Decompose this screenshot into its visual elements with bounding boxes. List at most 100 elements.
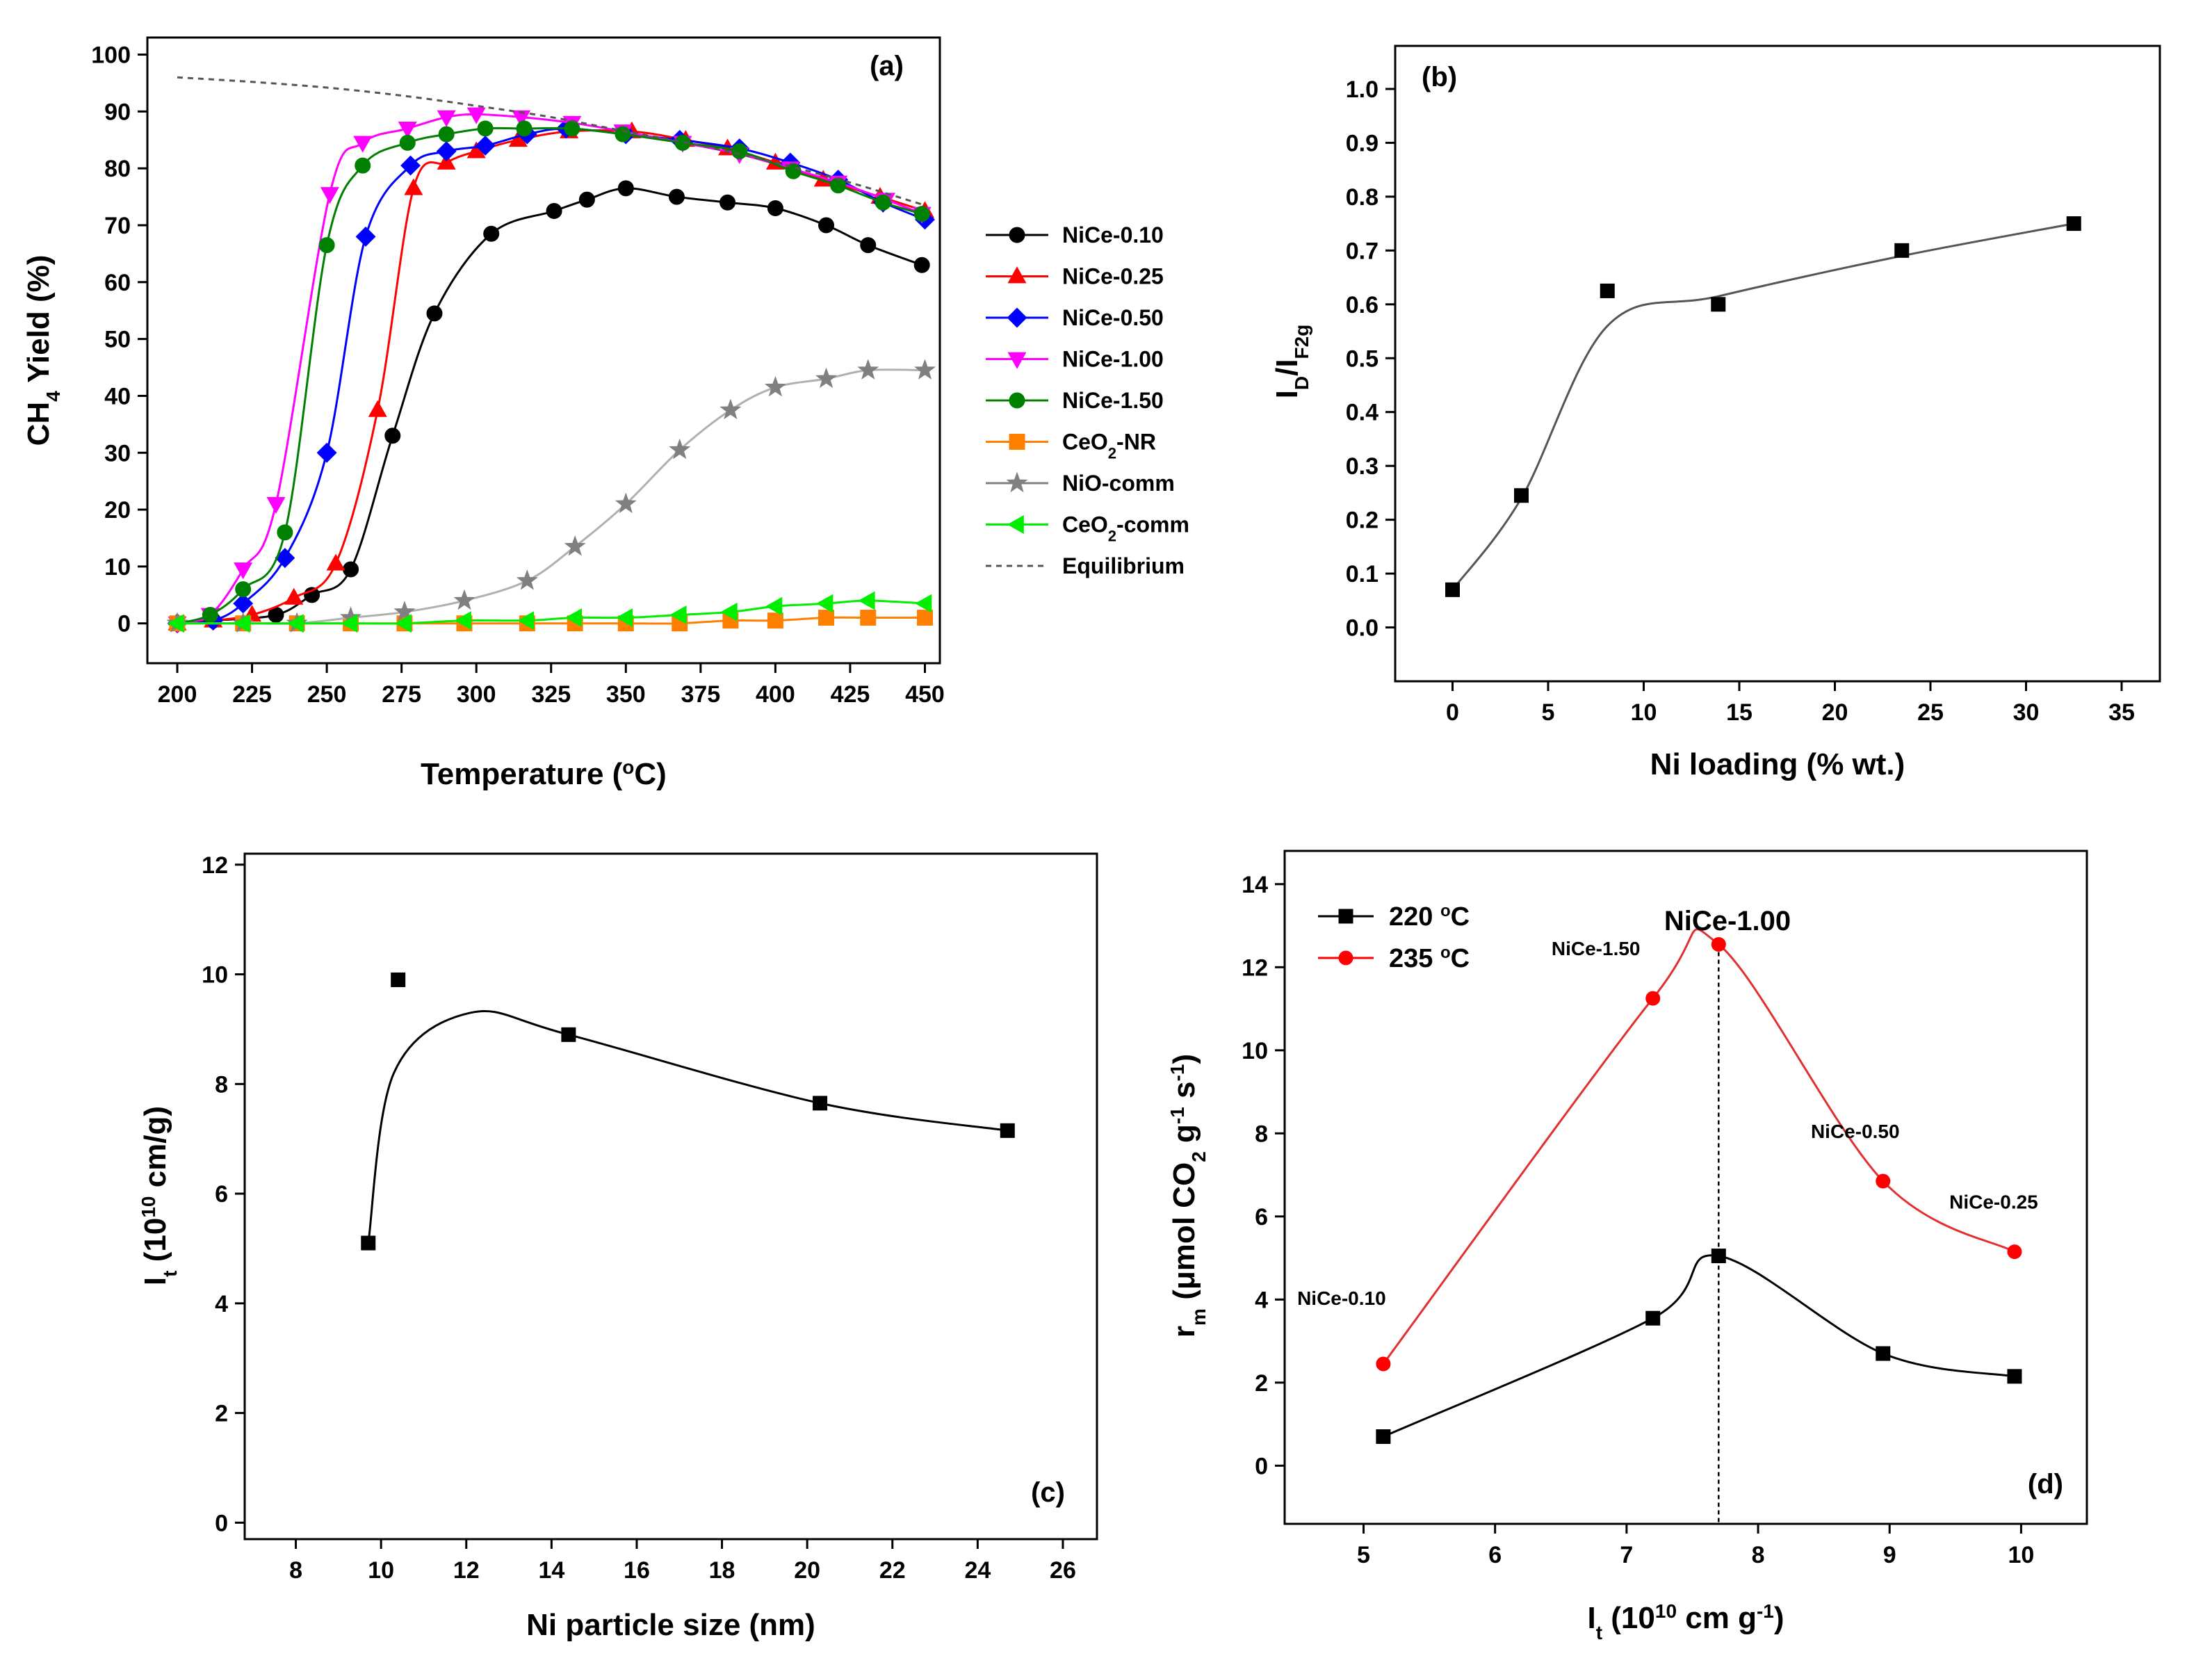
x-tick-label: 8 <box>289 1557 302 1584</box>
data-point <box>355 157 371 174</box>
data-point <box>454 611 471 631</box>
legend-label: NiCe-0.25 <box>1062 264 1164 289</box>
data-point <box>669 438 691 460</box>
data-point <box>1376 1356 1391 1372</box>
data-point <box>2007 1244 2022 1260</box>
data-point <box>915 594 932 613</box>
y-tick-label: 0.8 <box>1346 184 1379 211</box>
data-point <box>517 611 535 631</box>
data-point <box>731 143 748 160</box>
data-point <box>384 428 401 444</box>
data-point <box>453 589 475 610</box>
series-line <box>1383 1254 2015 1438</box>
data-point <box>483 225 500 242</box>
data-point <box>275 548 295 569</box>
data-point <box>284 587 304 605</box>
point-annotation: NiCe-0.25 <box>1949 1192 2038 1213</box>
y-tick-label: 4 <box>1255 1287 1268 1313</box>
series-line <box>1382 928 2015 1365</box>
y-tick-label: 10 <box>1242 1038 1268 1064</box>
data-point <box>234 562 253 580</box>
data-point <box>1445 582 1460 597</box>
panel-b-label: (b) <box>1422 62 1457 92</box>
data-point <box>1894 243 1910 258</box>
data-point <box>561 1027 576 1042</box>
panel-d-frame <box>1283 850 2088 1525</box>
y-tick-label: 0.9 <box>1346 130 1379 156</box>
x-tick-label: 375 <box>681 681 720 708</box>
data-point <box>816 594 833 613</box>
legend-marker <box>1006 471 1028 493</box>
data-point <box>1876 1346 1891 1361</box>
data-point <box>1876 1173 1891 1189</box>
x-tick-label: 18 <box>709 1557 735 1584</box>
panel-a-ylabel: CH4 Yield (%) <box>22 255 64 446</box>
y-tick-label: 10 <box>202 962 228 989</box>
data-point <box>1645 991 1661 1006</box>
x-tick-label: 20 <box>794 1557 820 1584</box>
data-point <box>1711 297 1726 312</box>
data-point <box>564 608 583 628</box>
legend-marker <box>1009 434 1025 450</box>
y-tick-label: 0 <box>117 611 131 637</box>
x-tick-label: 0 <box>1446 699 1459 726</box>
y-tick-label: 0.3 <box>1346 453 1379 480</box>
data-point <box>857 359 879 380</box>
data-point <box>353 136 373 153</box>
x-tick-label: 425 <box>831 681 870 708</box>
data-point <box>516 569 538 590</box>
x-tick-label: 30 <box>2013 699 2040 726</box>
data-point <box>818 610 835 626</box>
fit-line <box>367 1009 1008 1244</box>
point-annotation: NiCe-0.50 <box>1811 1121 1900 1142</box>
x-tick-label: 22 <box>879 1557 906 1584</box>
legend-label: NiCe-1.00 <box>1062 347 1164 372</box>
x-tick-label: 35 <box>2108 699 2135 726</box>
legend-label: 235 oC <box>1389 943 1470 974</box>
panel-d-chart: 5 6 7 8 9 10 0 2 4 6 8 10 12 14 (d) NiCe-1.00 NiCe-0.… <box>1166 850 2088 1643</box>
panel-d-title: NiCe-1.00 <box>1664 906 1791 936</box>
x-tick-label: 9 <box>1883 1542 1896 1568</box>
data-point <box>764 375 786 397</box>
panel-a-legend: NiCe-0.10 NiCe-0.25 NiCe-0.50 NiCe-1.00 NiCe… <box>986 222 1189 578</box>
legend-label: NiCe-0.10 <box>1062 222 1164 247</box>
x-tick-label: 10 <box>368 1557 394 1584</box>
data-point <box>426 305 443 322</box>
legend-label: CeO2-comm <box>1062 512 1189 545</box>
fit-line <box>1451 222 2074 591</box>
x-tick-label: 325 <box>531 681 571 708</box>
data-point <box>914 359 936 380</box>
data-point <box>815 367 838 389</box>
y-tick-label: 70 <box>104 213 131 239</box>
y-tick-label: 0.2 <box>1346 507 1379 534</box>
y-tick-label: 0.7 <box>1346 238 1379 264</box>
data-point <box>318 237 335 254</box>
panel-b-xlabel: Ni loading (% wt.) <box>1650 747 1905 781</box>
y-tick-label: 20 <box>104 497 131 523</box>
data-point <box>516 120 532 137</box>
panel-b-frame <box>1394 44 2161 683</box>
y-tick-label: 12 <box>202 852 228 879</box>
data-point <box>578 191 595 208</box>
legend-marker <box>1007 514 1024 535</box>
data-point <box>615 492 637 514</box>
data-point <box>564 120 580 137</box>
x-tick-label: 400 <box>756 681 795 708</box>
y-tick-label: 0.6 <box>1346 292 1379 318</box>
y-tick-label: 8 <box>215 1071 228 1098</box>
panel-d-xlabel: It (1010 cm g-1) <box>1587 1600 1784 1643</box>
y-tick-label: 50 <box>104 327 131 353</box>
y-tick-label: 60 <box>104 270 131 296</box>
panel-d-legend: 220 oC 235 oC <box>1318 902 1470 974</box>
x-tick-label: 20 <box>1822 699 1848 726</box>
y-tick-label: 100 <box>91 42 131 69</box>
data-point <box>404 178 423 195</box>
data-point <box>1645 1310 1661 1326</box>
data-point <box>669 605 687 624</box>
panel-c-ylabel: It (1010 cm/g) <box>138 1106 181 1285</box>
y-tick-label: 0.1 <box>1346 561 1379 587</box>
x-tick-label: 5 <box>1542 699 1555 726</box>
panel-c-xlabel: Ni particle size (nm) <box>526 1608 815 1642</box>
